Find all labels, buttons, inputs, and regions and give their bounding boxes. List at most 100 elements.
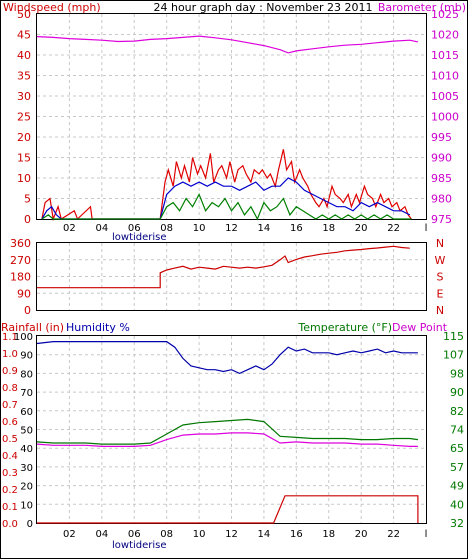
- x-tick-label-20: 20: [355, 529, 368, 540]
- compass-label-1: W: [435, 254, 446, 267]
- humidity-tick-label-0: 0: [27, 519, 33, 530]
- x-tick-label-04: 04: [95, 223, 108, 234]
- temperature-tick-label-98: 98: [450, 367, 464, 380]
- x-tick-label-04: 04: [95, 529, 108, 540]
- rain-tick-label-0.0: 0.0: [2, 519, 18, 530]
- compass-label-4: N: [436, 304, 444, 317]
- windspeed-axis-title: Windspeed (mph): [3, 1, 101, 14]
- grid-lines: [37, 14, 426, 523]
- rain-tick-label-1.1: 1.1: [2, 332, 18, 343]
- wind-average-line: [41, 177, 411, 220]
- temperature-tick-label-65: 65: [450, 442, 464, 455]
- x-tick-label-08: 08: [160, 529, 173, 540]
- rain-tick-label-0.8: 0.8: [2, 383, 18, 394]
- compass-label-2: S: [437, 271, 444, 284]
- barometer-axis-title: Barometer (mb): [378, 1, 466, 14]
- barometer-tick-label-985: 985: [431, 172, 452, 185]
- x-tick-label-20: 20: [355, 223, 368, 234]
- windspeed-tick-label-0: 0: [24, 213, 31, 226]
- windspeed-tick-label-20: 20: [17, 131, 31, 144]
- rainfall-line: [37, 495, 419, 524]
- temperature-tick-label-107: 107: [443, 349, 464, 362]
- windspeed-tick-label-50: 50: [17, 8, 31, 21]
- wind-direction-line: [37, 245, 410, 289]
- direction-tick-label-270: 270: [10, 254, 31, 267]
- windspeed-tick-label-25: 25: [17, 111, 31, 124]
- data-series: [36, 35, 419, 524]
- humidity-tick-label-30: 30: [20, 463, 33, 474]
- x-tick-label-12: 12: [225, 529, 238, 540]
- x-tick-label-end: l: [425, 223, 428, 234]
- rain-tick-label-0.9: 0.9: [2, 366, 18, 377]
- windspeed-tick-label-35: 35: [17, 70, 31, 83]
- rainfall-axis-title: Rainfall (in): [1, 321, 64, 334]
- x-tick-label-06: 06: [128, 529, 141, 540]
- windspeed-tick-label-10: 10: [17, 172, 31, 185]
- rain-tick-label-0.7: 0.7: [2, 400, 18, 411]
- sun-tide-marker-top: lowtiderise: [112, 232, 167, 243]
- x-tick-label-02: 02: [63, 223, 76, 234]
- humidity-tick-label-10: 10: [20, 500, 33, 511]
- compass-label-0: N: [436, 237, 444, 250]
- wind-gust-line: [41, 149, 412, 222]
- humidity-tick-label-100: 100: [14, 332, 33, 343]
- x-tick-label-end: l: [425, 529, 428, 540]
- x-tick-label-22: 22: [387, 223, 400, 234]
- humidity-axis-title: Humidity %: [66, 321, 130, 334]
- temperature-axis-title: Temperature (°F): [297, 321, 392, 334]
- sun-tide-marker-bottom: lowtiderise: [112, 540, 167, 551]
- rain-tick-label-1.0: 1.0: [2, 349, 18, 360]
- barometer-tick-label-990: 990: [431, 152, 452, 165]
- x-tick-label-16: 16: [290, 529, 303, 540]
- barometer-tick-label-975: 975: [431, 213, 452, 226]
- x-tick-label-14: 14: [258, 223, 271, 234]
- windspeed-tick-label-30: 30: [17, 90, 31, 103]
- rain-tick-label-0.5: 0.5: [2, 434, 18, 445]
- humidity-tick-label-70: 70: [20, 388, 33, 399]
- temperature-tick-label-57: 57: [450, 461, 464, 474]
- humidity-tick-label-50: 50: [20, 426, 33, 437]
- humidity-tick-label-90: 90: [20, 351, 33, 362]
- rain-tick-label-0.2: 0.2: [2, 485, 18, 496]
- chart-title: 24 hour graph day : November 23 2011: [153, 1, 372, 14]
- barometer-tick-label-995: 995: [431, 131, 452, 144]
- axis-ticks: 0510152025303540455097598098599099510001…: [2, 8, 464, 540]
- barometer-line: [36, 35, 419, 54]
- rain-tick-label-0.1: 0.1: [2, 502, 18, 513]
- humidity-tick-label-80: 80: [20, 369, 33, 380]
- barometer-tick-label-1010: 1010: [431, 70, 459, 83]
- temperature-tick-label-74: 74: [450, 424, 464, 437]
- temperature-tick-label-82: 82: [450, 405, 464, 418]
- compass-label-3: E: [437, 287, 444, 300]
- x-tick-label-22: 22: [387, 529, 400, 540]
- direction-panel-frame: [36, 242, 427, 311]
- x-tick-label-14: 14: [258, 529, 271, 540]
- x-tick-label-08: 08: [160, 223, 173, 234]
- humidity-tick-label-40: 40: [20, 444, 33, 455]
- rain-tick-label-0.3: 0.3: [2, 468, 18, 479]
- temperature-tick-label-90: 90: [450, 386, 464, 399]
- wind-minimum-line: [41, 192, 412, 221]
- x-tick-label-18: 18: [322, 223, 335, 234]
- direction-tick-label-360: 360: [10, 237, 31, 250]
- wind-panel-frame: [36, 13, 427, 220]
- barometer-tick-label-980: 980: [431, 193, 452, 206]
- direction-tick-label-180: 180: [10, 271, 31, 284]
- windspeed-tick-label-15: 15: [17, 152, 31, 165]
- dewpoint-line: [36, 432, 418, 447]
- x-tick-label-02: 02: [63, 529, 76, 540]
- humidity-tick-label-20: 20: [20, 482, 33, 493]
- rain-tick-label-0.6: 0.6: [2, 417, 18, 428]
- rain-tick-label-0.4: 0.4: [2, 451, 18, 462]
- windspeed-tick-label-40: 40: [17, 49, 31, 62]
- windspeed-tick-label-5: 5: [24, 193, 31, 206]
- windspeed-tick-label-45: 45: [17, 29, 31, 42]
- humidity-tick-label-60: 60: [20, 407, 33, 418]
- temperature-tick-label-32: 32: [450, 517, 464, 530]
- barometer-tick-label-1025: 1025: [431, 8, 459, 21]
- barometer-tick-label-1005: 1005: [431, 90, 459, 103]
- temperature-tick-label-49: 49: [450, 480, 464, 493]
